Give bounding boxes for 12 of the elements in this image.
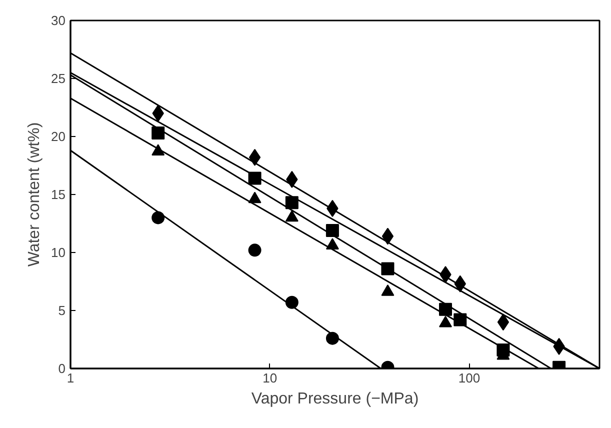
y-axis-title: Water content (wt%) [26, 122, 44, 267]
y-tick-label: 30 [51, 13, 66, 28]
x-tick-label: 100 [458, 370, 480, 386]
y-tick-label: 10 [51, 245, 66, 260]
y-tick-label: 0 [58, 361, 66, 376]
y-tick-label: 25 [51, 71, 66, 86]
y-tick-label: 5 [58, 303, 66, 318]
x-axis-title: Vapor Pressure (−MPa) [251, 390, 419, 408]
x-tick-label: 1 [66, 370, 74, 386]
x-tick-label: 10 [262, 370, 278, 386]
y-tick-label: 15 [51, 187, 66, 202]
y-tick-label: 20 [51, 129, 66, 144]
